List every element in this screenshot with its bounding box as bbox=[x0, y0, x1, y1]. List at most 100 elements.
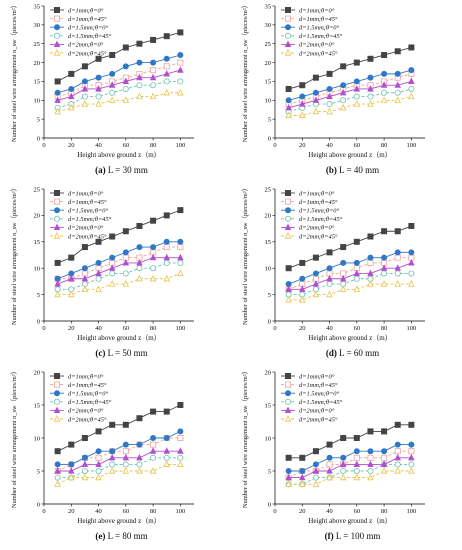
chart-panel: 0 5 10 15 20 25 30 35 0 20 40 60 80 100 Height above g… bbox=[10, 2, 194, 175]
series-line bbox=[288, 80, 412, 109]
legend-label: d=1mm;θ=45° bbox=[68, 382, 107, 389]
data-point bbox=[54, 398, 61, 405]
data-point bbox=[299, 259, 306, 266]
panel-caption-value: L = 100 mm bbox=[336, 531, 381, 541]
data-point bbox=[149, 467, 157, 474]
series-line bbox=[288, 463, 412, 485]
series-line bbox=[57, 262, 181, 290]
data-point bbox=[339, 460, 347, 467]
data-point bbox=[54, 15, 61, 22]
data-point bbox=[312, 480, 320, 487]
legend: d=1mm;θ=0° d=1mm;θ=45° d=1.5mm;θ=0°d=1.5mm… bbox=[281, 7, 343, 57]
data-point bbox=[177, 207, 184, 214]
data-point bbox=[150, 265, 157, 272]
legend-label: d=1mm;θ=0° bbox=[68, 7, 104, 14]
data-point bbox=[285, 265, 292, 272]
data-point bbox=[394, 81, 401, 88]
data-point bbox=[68, 467, 75, 474]
series bbox=[54, 259, 184, 293]
panel-caption: (d) L = 60 mm bbox=[326, 348, 379, 358]
series-line bbox=[57, 54, 181, 94]
data-point bbox=[367, 460, 374, 467]
data-point bbox=[381, 70, 388, 77]
data-point bbox=[353, 269, 361, 277]
data-point bbox=[353, 473, 361, 481]
data-point bbox=[177, 238, 184, 245]
y-tick-label: 10 bbox=[34, 266, 41, 273]
data-point bbox=[312, 280, 320, 287]
legend-label: d=2mm;θ=0° bbox=[68, 408, 104, 415]
data-point bbox=[367, 468, 374, 475]
data-point bbox=[122, 280, 130, 287]
data-point bbox=[81, 460, 89, 467]
data-point bbox=[367, 93, 374, 100]
data-point bbox=[54, 474, 61, 481]
data-point bbox=[68, 290, 75, 298]
data-point bbox=[163, 55, 170, 62]
series bbox=[54, 59, 184, 100]
series bbox=[54, 460, 184, 487]
legend-label: d=1mm;θ=45° bbox=[299, 199, 338, 206]
data-point bbox=[408, 77, 415, 85]
series-line bbox=[57, 62, 181, 97]
data-point bbox=[163, 447, 170, 454]
legend-label: d=1.5mm;θ=0° bbox=[68, 391, 109, 398]
x-tick-label: 100 bbox=[406, 325, 416, 332]
x-tick-label: 60 bbox=[123, 325, 130, 332]
data-point bbox=[353, 454, 360, 461]
data-point bbox=[367, 74, 374, 81]
x-axis-label: Height above ground z（m） bbox=[77, 334, 160, 342]
data-point bbox=[284, 406, 292, 413]
data-point bbox=[136, 222, 143, 229]
data-point bbox=[122, 441, 129, 448]
legend-label: d=2mm;θ=0° bbox=[299, 42, 335, 49]
data-point bbox=[381, 270, 388, 277]
data-point bbox=[312, 96, 320, 103]
y-tick-label: 15 bbox=[34, 79, 41, 86]
series bbox=[285, 222, 415, 272]
data-point bbox=[81, 244, 88, 251]
x-axis-label: Height above ground z（m） bbox=[308, 517, 391, 525]
data-point bbox=[163, 244, 170, 251]
data-point bbox=[353, 78, 360, 85]
y-tick-label: 30 bbox=[265, 22, 272, 29]
data-point bbox=[353, 468, 360, 475]
series bbox=[54, 447, 184, 474]
data-point bbox=[285, 398, 292, 405]
data-point bbox=[312, 74, 319, 81]
legend-label: d=1mm;θ=0° bbox=[299, 7, 335, 14]
data-point bbox=[81, 435, 88, 442]
data-point bbox=[394, 48, 401, 55]
legend-label: d=1.5mm;θ=45° bbox=[299, 216, 343, 223]
series-line bbox=[288, 88, 412, 113]
data-point bbox=[177, 244, 184, 251]
y-tick-label: 10 bbox=[34, 435, 41, 442]
data-point bbox=[394, 453, 401, 461]
y-tick-label: 10 bbox=[34, 98, 41, 105]
data-point bbox=[53, 415, 61, 422]
data-point bbox=[299, 473, 306, 481]
legend-label: d=1mm;θ=45° bbox=[68, 16, 107, 23]
data-point bbox=[381, 89, 388, 96]
data-point bbox=[54, 96, 61, 103]
data-point bbox=[54, 7, 61, 13]
data-point bbox=[54, 461, 61, 468]
panel-caption: (e) L = 80 mm bbox=[95, 531, 147, 541]
data-point bbox=[163, 460, 170, 467]
data-point bbox=[108, 96, 116, 103]
chart-panel: 0 5 10 15 20 0 20 40 60 80 100 Height above ground … bbox=[10, 368, 194, 541]
data-point bbox=[108, 453, 116, 461]
series-line bbox=[288, 96, 412, 116]
y-tick-label: 15 bbox=[265, 402, 272, 409]
data-point bbox=[326, 101, 333, 108]
data-point bbox=[54, 290, 61, 298]
data-point bbox=[353, 460, 361, 467]
data-point bbox=[122, 259, 130, 266]
legend-label: d=2mm;θ=0° bbox=[68, 42, 104, 49]
data-point bbox=[81, 473, 89, 481]
x-axis-label: Height above ground z（m） bbox=[308, 151, 391, 159]
data-point bbox=[381, 52, 388, 59]
data-point bbox=[53, 40, 61, 47]
legend: d=1mm;θ=0° d=1mm;θ=45° d=1.5mm;θ=0°d=1.5mm… bbox=[50, 190, 112, 240]
data-point bbox=[122, 453, 130, 461]
